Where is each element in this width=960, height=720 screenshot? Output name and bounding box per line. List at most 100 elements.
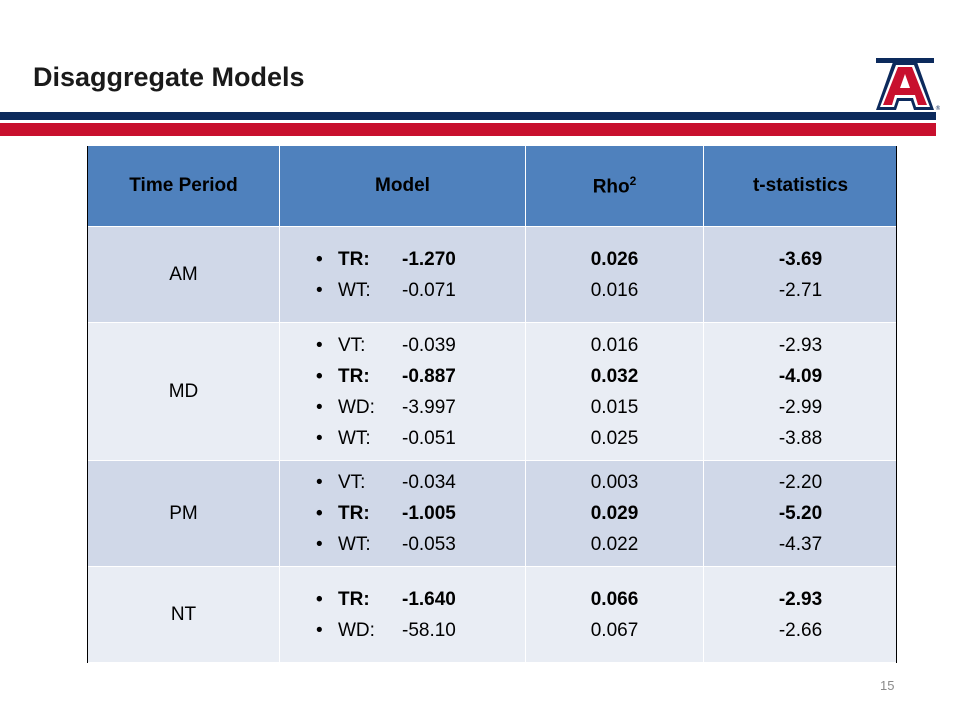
- header-time-period: Time Period: [87, 146, 280, 227]
- t-statistic-value: -2.93: [778, 588, 823, 610]
- bullet-icon: •: [316, 396, 323, 418]
- model-cell: • TR: -1.270 • WT: -0.071: [279, 226, 526, 323]
- bullet-icon: •: [316, 279, 323, 301]
- model-variable-label: VT:: [338, 334, 366, 356]
- rho-value: 0.016: [590, 279, 639, 301]
- table-header-row: Time Period Model Rho2 t-statistics: [87, 146, 898, 227]
- model-coefficient: -0.039: [402, 334, 456, 356]
- model-variable-label: TR:: [338, 503, 370, 524]
- slide-title: Disaggregate Models: [33, 62, 305, 92]
- t-statistic-value: -2.20: [778, 472, 823, 493]
- table-border-right: [896, 146, 897, 663]
- model-variable-label: VT:: [338, 472, 366, 493]
- page-number: 15: [880, 678, 895, 693]
- rho-cell: 0.003 0.029 0.022: [525, 460, 704, 567]
- svg-text:®: ®: [935, 105, 940, 112]
- header-rho-superscript: 2: [629, 173, 637, 188]
- model-variable-label: WT:: [338, 427, 371, 449]
- model-variable-label: WT:: [338, 534, 371, 555]
- rho-value: 0.067: [590, 619, 639, 641]
- header-rho-text: Rho: [592, 176, 630, 198]
- table-row: MD • VT: -0.039 • TR: -0.887 • WD: -3.997 • WT: -0.0…: [87, 322, 898, 461]
- model-variable-label: WT:: [338, 279, 371, 301]
- model-list: • VT: -0.039 • TR: -0.887 • WD: -3.997 • WT: -0.051: [280, 330, 525, 454]
- disaggregate-models-table: Time Period Model Rho2 t-statistics AM • T…: [87, 146, 898, 663]
- model-list-item: • WT: -0.051: [316, 423, 525, 454]
- model-variable-label: TR:: [338, 248, 370, 270]
- model-coefficient: -0.053: [402, 534, 456, 555]
- bullet-icon: •: [316, 588, 323, 610]
- bullet-icon: •: [316, 472, 323, 493]
- t-statistic-value: -2.71: [778, 279, 823, 301]
- model-coefficient: -1.640: [402, 588, 456, 610]
- header-rule-gap: [0, 120, 936, 123]
- model-variable-label: TR:: [338, 588, 370, 610]
- t-statistic-cell: -2.93 -2.66: [703, 566, 898, 663]
- bullet-icon: •: [316, 334, 323, 356]
- model-coefficient: -1.270: [402, 248, 456, 270]
- model-list: • VT: -0.034 • TR: -1.005 • WT: -0.053: [280, 467, 525, 560]
- rho-value: 0.026: [590, 248, 639, 270]
- table-row: AM • TR: -1.270 • WT: -0.071 0.026 0.016 -3.69 -2.…: [87, 226, 898, 323]
- header-model: Model: [279, 146, 526, 227]
- rho-value: 0.025: [590, 427, 639, 449]
- time-period-cell: NT: [87, 566, 280, 663]
- rho-value: 0.015: [590, 396, 639, 418]
- model-list-item: • WT: -0.053: [316, 529, 525, 560]
- bullet-icon: •: [316, 619, 323, 641]
- rho-cell: 0.026 0.016: [525, 226, 704, 323]
- table-border-left: [87, 146, 88, 663]
- header-t-statistics: t-statistics: [703, 146, 898, 227]
- time-period-cell: MD: [87, 322, 280, 461]
- bullet-icon: •: [316, 503, 323, 524]
- t-statistic-value: -4.37: [778, 534, 823, 555]
- model-list-item: • WD: -3.997: [316, 392, 525, 423]
- model-list: • TR: -1.270 • WT: -0.071: [280, 244, 525, 306]
- t-statistic-cell: -3.69 -2.71: [703, 226, 898, 323]
- t-statistic-value: -2.66: [778, 619, 823, 641]
- header-rule-red: [0, 123, 936, 136]
- rho-value: 0.032: [590, 365, 639, 387]
- t-statistic-value: -4.09: [778, 365, 823, 387]
- t-statistic-value: -2.93: [778, 334, 823, 356]
- model-list: • TR: -1.640 • WD: -58.10: [280, 584, 525, 646]
- rho-value: 0.029: [590, 503, 639, 524]
- bullet-icon: •: [316, 248, 323, 270]
- t-statistic-value: -5.20: [778, 503, 823, 524]
- rho-value: 0.022: [590, 534, 639, 555]
- table-body: AM • TR: -1.270 • WT: -0.071 0.026 0.016 -3.69 -2.…: [87, 226, 898, 663]
- bullet-icon: •: [316, 427, 323, 449]
- model-variable-label: TR:: [338, 365, 370, 387]
- model-coefficient: -0.034: [402, 472, 456, 493]
- header-rule-navy: [0, 112, 936, 120]
- model-cell: • TR: -1.640 • WD: -58.10: [279, 566, 526, 663]
- model-coefficient: -3.997: [402, 396, 456, 418]
- header-rho: Rho2: [525, 146, 704, 227]
- t-statistic-cell: -2.93 -4.09 -2.99 -3.88: [703, 322, 898, 461]
- t-statistic-value: -2.99: [778, 396, 823, 418]
- time-period-cell: PM: [87, 460, 280, 567]
- model-list-item: • WD: -58.10: [316, 615, 525, 646]
- model-variable-label: WD:: [338, 619, 375, 641]
- table-row: NT • TR: -1.640 • WD: -58.10 0.066 0.067 -2.93 -2.…: [87, 566, 898, 663]
- rho-value: 0.003: [590, 472, 639, 493]
- model-cell: • VT: -0.034 • TR: -1.005 • WT: -0.053: [279, 460, 526, 567]
- model-list-item: • TR: -1.640: [316, 584, 525, 615]
- university-of-arizona-logo-icon: ®: [876, 58, 940, 112]
- model-list-item: • WT: -0.071: [316, 275, 525, 306]
- model-variable-label: WD:: [338, 396, 375, 418]
- t-statistic-value: -3.88: [778, 427, 823, 449]
- model-coefficient: -0.887: [402, 365, 456, 387]
- bullet-icon: •: [316, 365, 323, 387]
- model-list-item: • VT: -0.039: [316, 330, 525, 361]
- model-list-item: • TR: -0.887: [316, 361, 525, 392]
- model-coefficient: -1.005: [402, 503, 456, 524]
- bullet-icon: •: [316, 534, 323, 555]
- model-cell: • VT: -0.039 • TR: -0.887 • WD: -3.997 • WT: -0.051: [279, 322, 526, 461]
- model-list-item: • VT: -0.034: [316, 467, 525, 498]
- t-statistic-cell: -2.20 -5.20 -4.37: [703, 460, 898, 567]
- model-coefficient: -0.071: [402, 279, 456, 301]
- rho-value: 0.016: [590, 334, 639, 356]
- rho-cell: 0.016 0.032 0.015 0.025: [525, 322, 704, 461]
- model-coefficient: -58.10: [402, 619, 456, 641]
